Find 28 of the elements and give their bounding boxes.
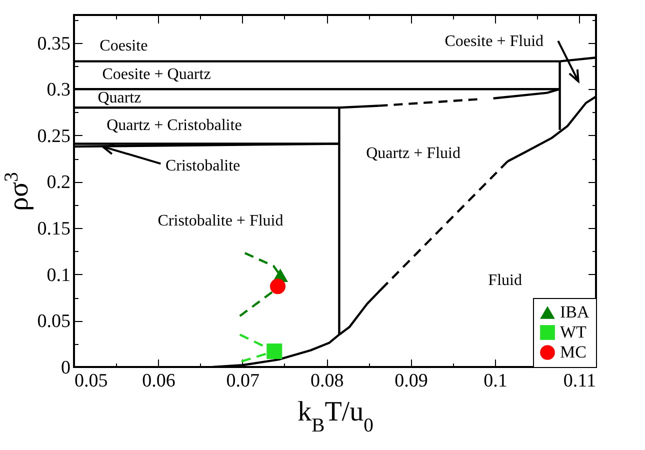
x-axis-title: k$_{B}$T/u$_{0}$ — [298, 396, 374, 436]
legend-label: IBA — [560, 302, 590, 322]
annotation: Cristobalite — [165, 158, 240, 175]
annotation: Quartz — [98, 89, 142, 106]
x-tick-label: 0.06 — [142, 370, 176, 392]
annotation: Cristobalite + Fluid — [158, 212, 284, 230]
y-tick-label: 0.2 — [46, 172, 70, 194]
x-tick-label: 0.07 — [226, 370, 260, 392]
y-tick-label: 0.25 — [37, 126, 70, 147]
annotation: Quartz + Fluid — [366, 145, 460, 162]
annotation: Coesite + Fluid — [444, 32, 544, 50]
x-tick-label: 0.05 — [74, 370, 108, 392]
y-tick-label: 0.35 — [37, 33, 70, 54]
annotation: Quartz + Cristobalite — [106, 117, 242, 134]
legend-label: MC — [560, 342, 586, 362]
x-tick-label: 0.11 — [563, 370, 596, 392]
annotation: Coesite + Quartz — [102, 66, 211, 83]
y-tick-label: 0 — [61, 358, 70, 378]
annotation: Coesite — [100, 38, 148, 55]
x-tick-label: 0.09 — [394, 370, 428, 392]
x-tick-label: 0.1 — [484, 370, 508, 392]
y-tick-label: 0.15 — [37, 218, 70, 240]
x-tick-label: 0.08 — [310, 370, 344, 392]
legend-label: WT — [560, 322, 588, 342]
y-tick-label: 0.3 — [46, 80, 70, 101]
y-tick-label: 0.05 — [37, 311, 70, 332]
y-tick-label: 0.1 — [46, 264, 70, 286]
annotation: Fluid — [488, 272, 522, 289]
